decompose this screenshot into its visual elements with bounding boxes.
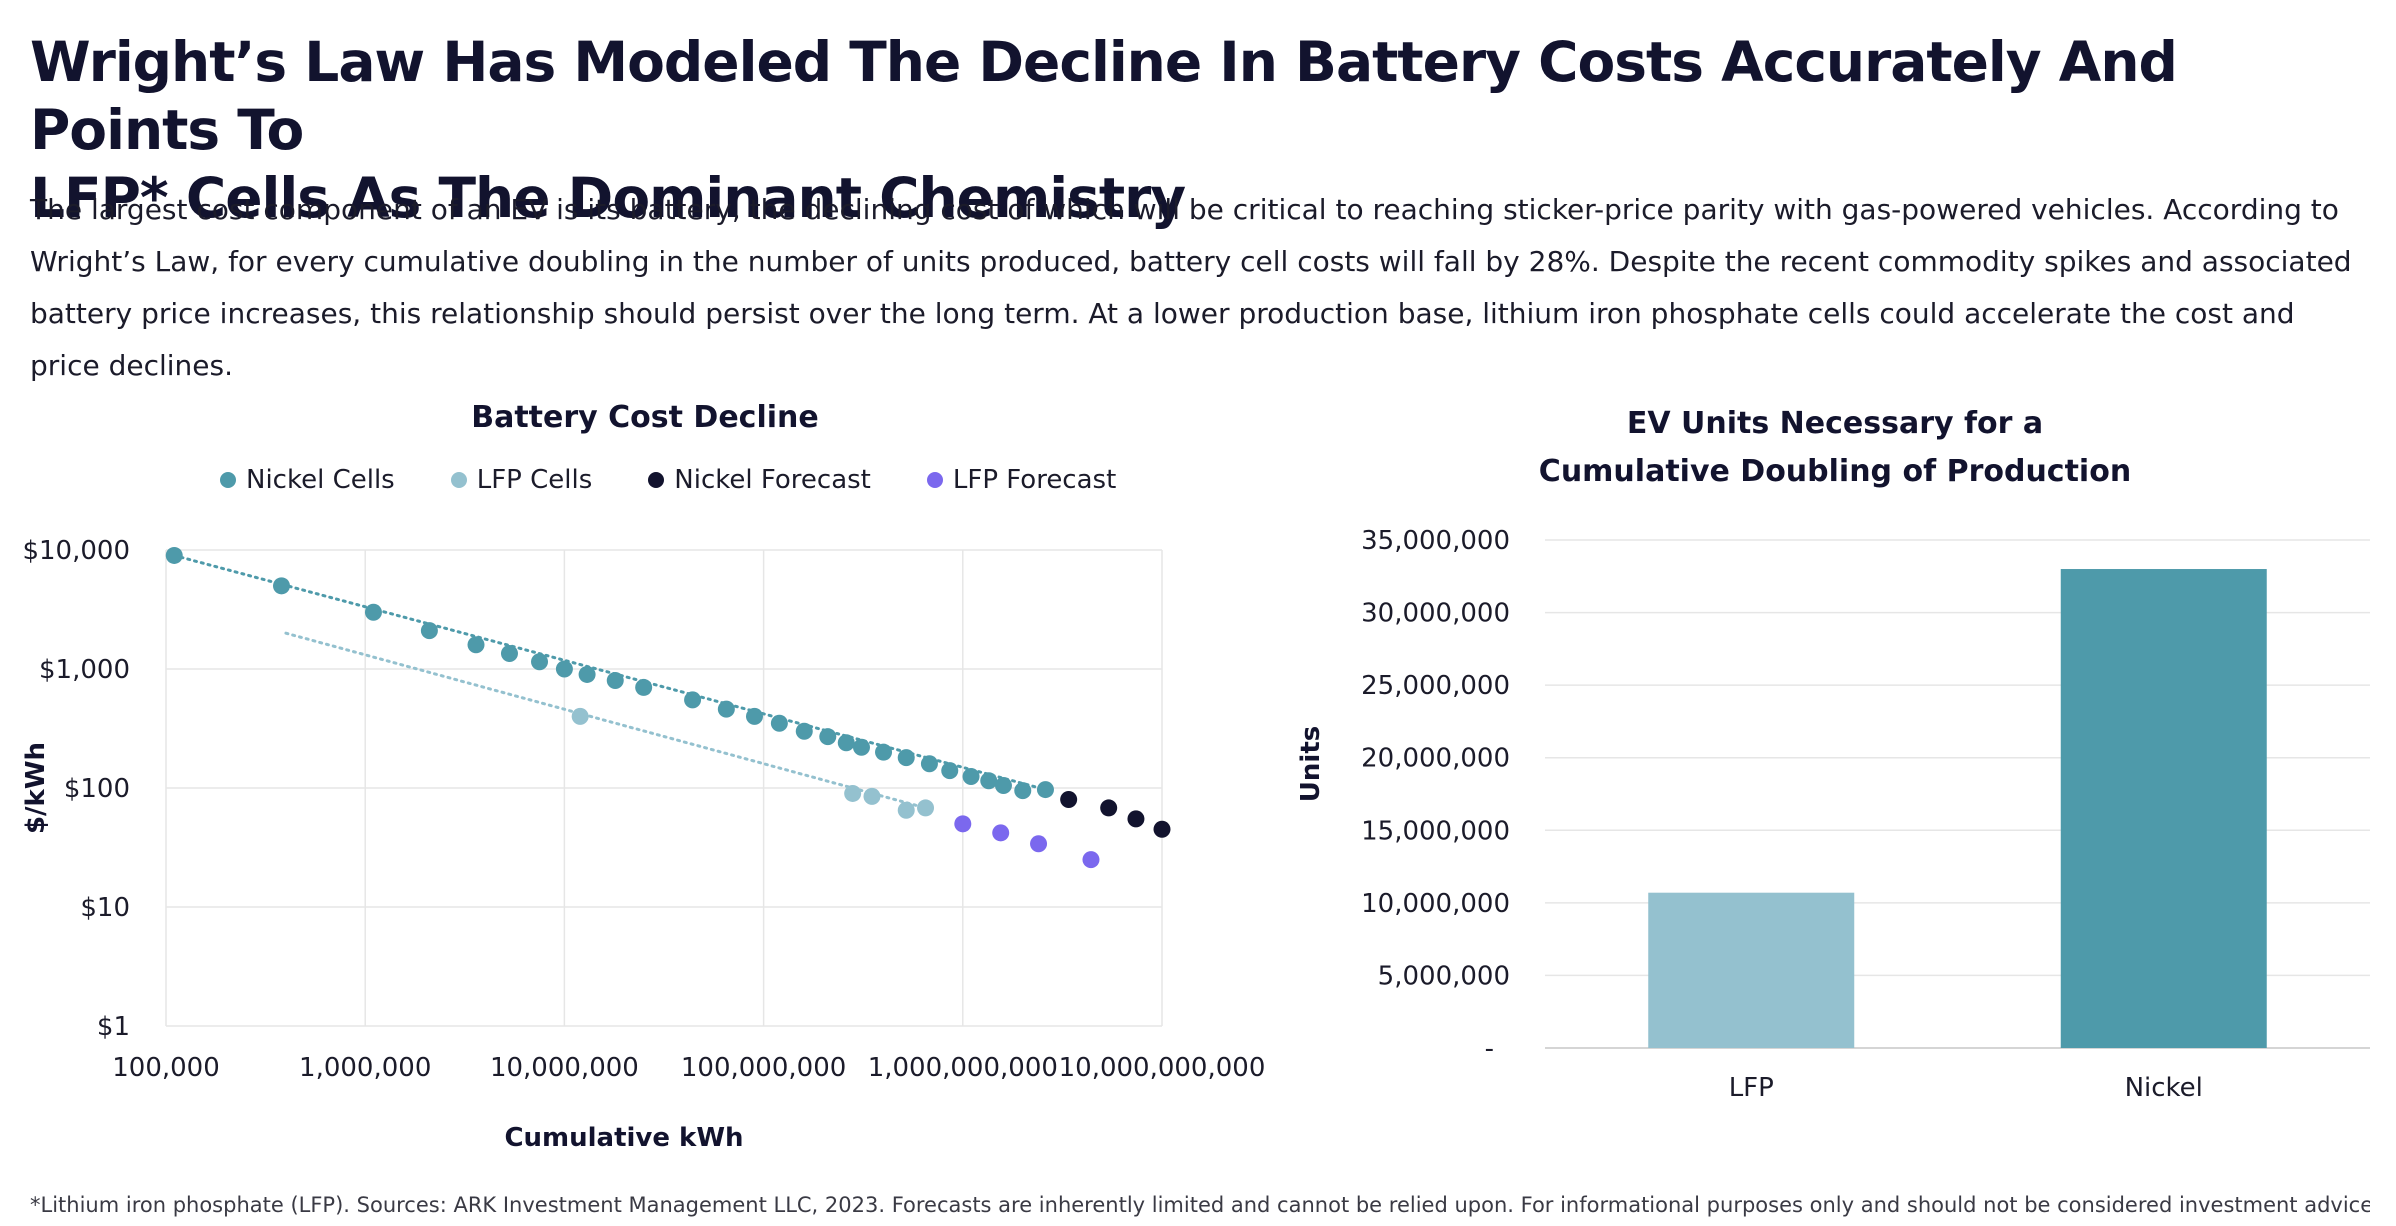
point-lfp-forecast: [954, 815, 972, 833]
point-lfp-cells: [897, 801, 915, 819]
point-nickel-cells: [531, 653, 549, 671]
bar-y-tick-label: 20,000,000: [1361, 744, 1510, 774]
point-nickel-cells: [745, 707, 763, 725]
point-lfp-cells: [917, 799, 935, 817]
legend-label-lfp-forecast: LFP Forecast: [952, 465, 1117, 495]
bar-y-axis-label: Units: [1296, 726, 1326, 802]
title-line-1: Wright’s Law Has Modeled The Decline In …: [30, 30, 2178, 162]
legend-item-nickel-cells: Nickel Cells: [220, 465, 395, 495]
point-lfp-cells: [571, 707, 589, 725]
y-tick-label: $10,000: [22, 536, 130, 566]
battery-cost-scatter-chart: 100,000 1,000,000 10,000,000 100,000,000 1,0…: [21, 536, 1266, 1153]
point-nickel-cells: [364, 603, 382, 621]
footnote: *Lithium iron phosphate (LFP). Sources: …: [30, 1193, 2370, 1217]
ev-units-bar-chart: - 5,000,000 10,000,000 15,000,000 20,000,000…: [1296, 526, 2370, 1103]
x-tick-label: 1,000,000: [299, 1053, 431, 1083]
y-tick-label: $1: [97, 1012, 130, 1042]
bar-chart-title-line-2: Cumulative Doubling of Production: [1538, 454, 2132, 489]
scatter-chart-title: Battery Cost Decline: [471, 400, 819, 435]
legend-swatch-nickel-forecast: [648, 472, 665, 488]
point-nickel-cells: [1036, 781, 1054, 799]
point-nickel-cells: [819, 728, 837, 746]
x-tick-label: 10,000,000: [490, 1053, 639, 1083]
bar-y-tick-label: 5,000,000: [1378, 961, 1510, 991]
bar-chart-title: EV Units Necessary for a Cumulative Doub…: [1500, 400, 2170, 496]
point-nickel-cells: [795, 722, 813, 740]
legend-swatch-lfp-cells: [450, 472, 467, 488]
legend-item-lfp-forecast: LFP Forecast: [926, 465, 1117, 495]
point-nickel-forecast: [1127, 810, 1145, 828]
point-nickel-cells: [837, 734, 855, 752]
y-tick-label: $100: [64, 774, 130, 804]
point-lfp-forecast: [1082, 851, 1100, 869]
legend-label-lfp-cells: LFP Cells: [476, 465, 593, 495]
point-nickel-cells: [578, 665, 596, 683]
point-nickel-cells: [994, 776, 1012, 794]
legend-item-lfp-cells: LFP Cells: [450, 465, 593, 495]
point-nickel-cells: [1014, 782, 1032, 800]
point-nickel-cells: [420, 622, 438, 640]
point-nickel-cells: [962, 767, 980, 785]
point-nickel-cells: [606, 672, 624, 690]
bar-nickel: [2060, 569, 2267, 1048]
title-line-2: LFP* Cells As The Dominant Chemistry: [30, 166, 1186, 230]
trendline-lfp-cells: [284, 631, 928, 810]
point-nickel-cells: [717, 700, 735, 718]
point-nickel-cells: [555, 660, 573, 678]
x-axis-label: Cumulative kWh: [504, 1123, 743, 1153]
bar-category-label: LFP: [1729, 1073, 1774, 1103]
point-nickel-cells: [684, 691, 702, 709]
legend-swatch-nickel-cells: [220, 472, 236, 488]
point-nickel-cells: [941, 762, 959, 780]
x-tick-label: 100,000: [112, 1053, 220, 1083]
legend-item-nickel-forecast: Nickel Forecast: [648, 465, 871, 495]
point-nickel-forecast: [1060, 791, 1078, 809]
bar-y-tick-label: 35,000,000: [1361, 526, 1510, 556]
y-tick-label: $1,000: [39, 655, 130, 685]
legend-label-nickel-forecast: Nickel Forecast: [674, 465, 871, 495]
point-nickel-cells: [165, 546, 183, 564]
point-nickel-cells: [500, 644, 518, 662]
trendline-nickel-cells: [172, 553, 1047, 792]
point-lfp-forecast: [992, 824, 1010, 842]
page-title: Wright’s Law Has Modeled The Decline In …: [30, 28, 2330, 232]
y-tick-label: $10: [80, 893, 130, 923]
point-lfp-forecast: [1030, 835, 1048, 853]
point-nickel-cells: [875, 743, 893, 761]
bar-y-tick-label: -: [1485, 1034, 1494, 1064]
point-lfp-cells: [863, 787, 881, 805]
bar-y-tick-label: 25,000,000: [1361, 671, 1510, 701]
x-tick-label: 1,000,000,000: [868, 1053, 1058, 1083]
bar-category-label: Nickel: [2125, 1073, 2203, 1103]
bar-lfp: [1648, 892, 1855, 1048]
point-nickel-cells: [635, 678, 653, 696]
point-nickel-forecast: [1100, 799, 1118, 817]
legend-swatch-lfp-forecast: [926, 472, 943, 488]
bar-chart-title-line-1: EV Units Necessary for a: [1626, 406, 2044, 441]
legend-label-nickel-cells: Nickel Cells: [246, 465, 395, 495]
bar-y-tick-label: 30,000,000: [1361, 599, 1510, 629]
point-nickel-cells: [897, 749, 915, 767]
point-nickel-cells: [920, 755, 938, 773]
x-tick-label: 100,000,000: [681, 1053, 846, 1083]
point-lfp-cells: [844, 784, 862, 802]
point-nickel-cells: [980, 772, 998, 790]
bar-y-tick-label: 15,000,000: [1361, 816, 1510, 846]
point-nickel-forecast: [1153, 820, 1171, 838]
scatter-legend: Nickel Cells LFP Cells Nickel Forecast L…: [220, 462, 1116, 498]
point-nickel-cells: [852, 738, 870, 756]
bar-y-tick-label: 10,000,000: [1361, 889, 1510, 919]
point-nickel-cells: [770, 714, 788, 732]
point-nickel-cells: [467, 636, 485, 654]
description: The largest cost component of an EV is i…: [30, 193, 2352, 382]
point-nickel-cells: [272, 577, 290, 595]
y-axis-label: $/kWh: [21, 742, 51, 834]
x-tick-label: 10,000,000,000: [1059, 1053, 1266, 1083]
